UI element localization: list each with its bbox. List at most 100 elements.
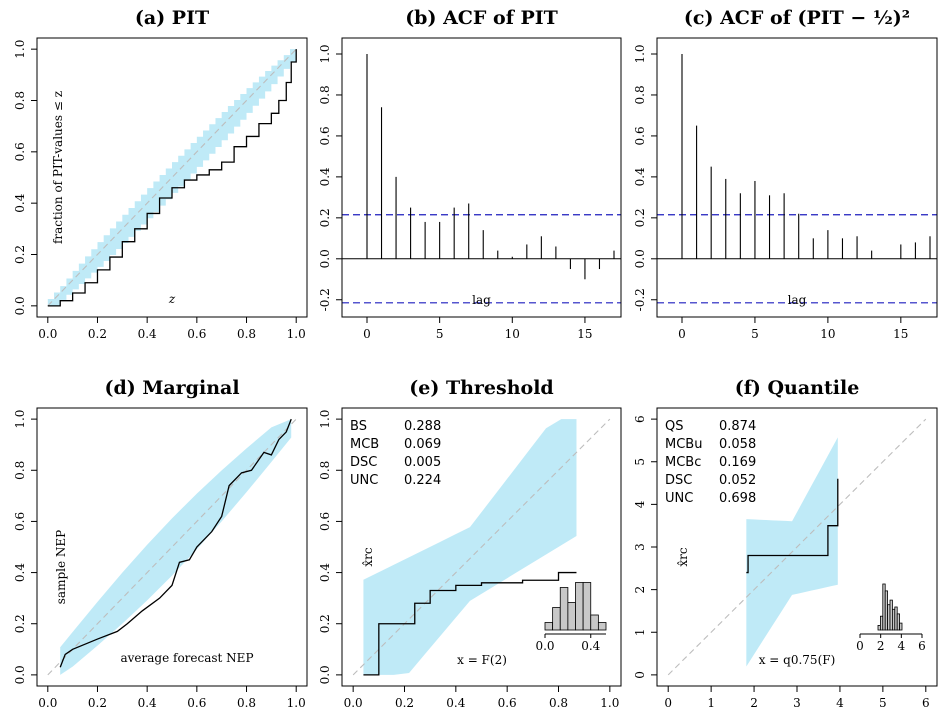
y-tick-label: 0.0 bbox=[318, 249, 332, 268]
plot-frame bbox=[36, 407, 308, 687]
stat-value: 0.224 bbox=[404, 473, 441, 488]
panel-title: (c) ACF of (PIT − ½)² bbox=[684, 7, 910, 29]
y-tick-label: 1.0 bbox=[318, 44, 332, 63]
x-tick-label: 5 bbox=[751, 327, 759, 341]
x-tick-label: 15 bbox=[577, 327, 592, 341]
panel-d-marginal: (d) Marginal 0.0 0.2 0.4 0.6 0.8 1.0 0.0 0.2 0.4 0… bbox=[13, 377, 308, 710]
x-tick-label: 4 bbox=[836, 696, 844, 710]
y-tick-label: 3 bbox=[633, 543, 647, 551]
stat-value: 0.288 bbox=[404, 419, 441, 434]
y-tick-label: 0.4 bbox=[13, 563, 27, 582]
y-tick-label: 6 bbox=[633, 415, 647, 423]
x-tick-label: 0.8 bbox=[237, 696, 256, 710]
inset-hist-bar bbox=[544, 622, 554, 631]
x-tick-label: 1.0 bbox=[600, 696, 619, 710]
x-tick-label: 1.0 bbox=[287, 696, 306, 710]
y-axis-label: sample NEP bbox=[54, 530, 68, 604]
y-tick-label: 4 bbox=[633, 500, 647, 508]
y-axis-label: fraction of PIT-values ≤ z bbox=[51, 91, 65, 244]
y-axis-label: x̂rc bbox=[361, 547, 375, 567]
x-tick-label: 6 bbox=[922, 696, 930, 710]
plot-frame bbox=[341, 407, 622, 687]
inset-hist-bar bbox=[559, 587, 569, 631]
panel-e-threshold: (e) Threshold 0.0 0.2 0.4 0.6 0.8 1.0 0.0 0.2 0.4… bbox=[318, 377, 622, 710]
inset-tick-label: 0 bbox=[856, 639, 864, 653]
y-tick-label: 0.8 bbox=[13, 91, 27, 110]
x-tick-label: 0.0 bbox=[38, 696, 57, 710]
x-tick-label: 2 bbox=[750, 696, 758, 710]
reliability-curve bbox=[363, 571, 577, 676]
x-tick-label: 0.2 bbox=[395, 696, 414, 710]
panel-title: (d) Marginal bbox=[104, 377, 239, 399]
y-tick-label: 1.0 bbox=[318, 410, 332, 429]
y-tick-label: 0.2 bbox=[13, 614, 27, 633]
x-tick-label: 0.8 bbox=[237, 327, 256, 341]
inset-hist-bar bbox=[567, 602, 576, 631]
stat-value: 0.069 bbox=[404, 437, 441, 452]
inset-tick-label: 6 bbox=[918, 639, 926, 653]
y-tick-label: 0.4 bbox=[633, 167, 647, 186]
inset-hist-bar bbox=[896, 613, 901, 631]
y-tick-label: 0.6 bbox=[13, 512, 27, 531]
x-axis-label: lag bbox=[472, 293, 491, 307]
x-tick-label: 1 bbox=[707, 696, 715, 710]
y-tick-label: 0.4 bbox=[13, 193, 27, 212]
y-tick-label: -0.2 bbox=[318, 288, 332, 311]
inset-tick-label: 0.4 bbox=[581, 639, 600, 653]
x-tick-label: 0 bbox=[664, 696, 672, 710]
x-tick-label: 0 bbox=[363, 327, 371, 341]
x-axis-label: z bbox=[168, 292, 176, 306]
x-tick-label: 0.4 bbox=[138, 696, 157, 710]
x-tick-label: 3 bbox=[793, 696, 801, 710]
panel-title: (b) ACF of PIT bbox=[405, 7, 558, 29]
plot-frame bbox=[36, 37, 308, 318]
x-tick-label: 10 bbox=[505, 327, 520, 341]
stat-label: DSC bbox=[350, 455, 377, 470]
x-tick-label: 0.4 bbox=[446, 696, 465, 710]
x-tick-label: 10 bbox=[820, 327, 835, 341]
stat-label: MCB bbox=[350, 437, 379, 452]
stat-label: UNC bbox=[665, 491, 693, 506]
stat-value: 0.052 bbox=[719, 473, 756, 488]
panel-a-pit: (a) PIT 0.0 0.2 0.4 0.6 0.8 1.0 0.0 0.2 0.4 0.6 0.8… bbox=[13, 7, 308, 341]
y-tick-label: 5 bbox=[633, 458, 647, 466]
stat-value: 0.169 bbox=[719, 455, 756, 470]
y-tick-label: 0.6 bbox=[13, 142, 27, 161]
x-tick-label: 5 bbox=[879, 696, 887, 710]
stat-label: MCBu bbox=[665, 437, 702, 452]
stat-value: 0.698 bbox=[719, 491, 756, 506]
inset-hist-bar bbox=[575, 582, 584, 631]
x-tick-label: 0.4 bbox=[138, 327, 157, 341]
inset-tick-label: 2 bbox=[877, 639, 885, 653]
y-tick-label: 0.2 bbox=[633, 208, 647, 227]
y-tick-label: 0.0 bbox=[318, 665, 332, 684]
y-tick-label: 0.4 bbox=[318, 167, 332, 186]
stat-value: 0.005 bbox=[404, 455, 441, 470]
y-tick-label: 1.0 bbox=[633, 44, 647, 63]
panel-c-acf-squared: (c) ACF of (PIT − ½)² 0 5 10 15 -0.2 0.0 0.2 0.4… bbox=[633, 7, 938, 341]
inset-hist-bar bbox=[899, 622, 903, 631]
stat-value: 0.058 bbox=[719, 437, 756, 452]
diagonal-reference bbox=[352, 418, 611, 676]
diagonal-reference bbox=[667, 418, 927, 676]
inset-tick-label: 4 bbox=[898, 639, 906, 653]
y-tick-label: 0.4 bbox=[318, 563, 332, 582]
inset-hist-bar bbox=[552, 607, 561, 631]
y-tick-label: 0.6 bbox=[318, 512, 332, 531]
plot-frame bbox=[656, 37, 938, 318]
y-tick-label: 1.0 bbox=[13, 40, 27, 59]
stat-label: DSC bbox=[665, 473, 692, 488]
x-axis-label: x = q0.75(F) bbox=[759, 653, 836, 667]
x-tick-label: 0.8 bbox=[549, 696, 568, 710]
x-tick-label: 0 bbox=[678, 327, 686, 341]
x-tick-label: 0.0 bbox=[38, 327, 57, 341]
inset-hist-bar bbox=[590, 614, 599, 631]
panel-title: (f) Quantile bbox=[735, 377, 860, 399]
consistency-band bbox=[60, 419, 292, 675]
stat-label: MCBc bbox=[665, 455, 701, 470]
y-tick-label: 0.8 bbox=[633, 85, 647, 104]
y-tick-label: 2 bbox=[633, 586, 647, 594]
y-tick-label: -0.2 bbox=[633, 288, 647, 311]
y-tick-label: 0.2 bbox=[13, 245, 27, 264]
y-tick-label: 1.0 bbox=[13, 410, 27, 429]
